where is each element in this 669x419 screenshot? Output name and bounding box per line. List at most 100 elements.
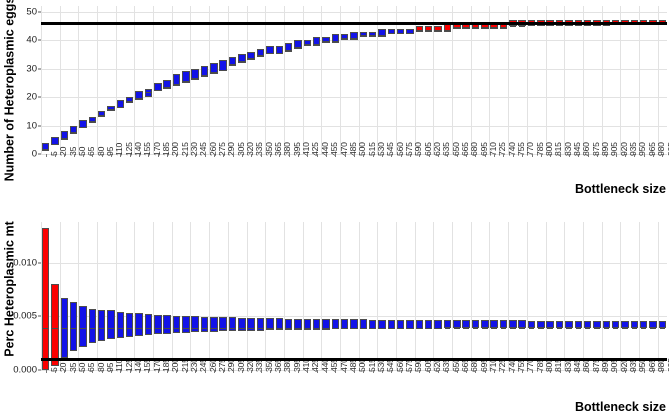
y-tick-label: 0.005	[13, 311, 37, 322]
x-tick-mark	[662, 154, 663, 157]
boxplot-median	[547, 328, 552, 329]
boxplot-median	[211, 328, 216, 329]
x-tick-mark	[195, 370, 196, 373]
x-tick-mark	[158, 370, 159, 373]
boxplot-box	[537, 321, 544, 329]
boxplot-median	[62, 328, 67, 329]
boxplot-box	[416, 26, 423, 32]
x-tick-mark	[55, 154, 56, 157]
x-tick-mark	[401, 154, 402, 157]
x-tick-mark	[634, 154, 635, 157]
x-tick-mark	[167, 370, 168, 373]
boxplot-median	[370, 328, 375, 329]
plot-area-perc: 0.0000.0050.010	[41, 222, 667, 370]
x-tick-mark	[560, 370, 561, 373]
x-tick-mark	[242, 154, 243, 157]
x-tick-mark	[429, 154, 430, 157]
boxplot-box	[276, 318, 283, 330]
boxplot-box	[304, 319, 311, 330]
x-tick-mark	[475, 370, 476, 373]
y-tick-label: 0	[32, 149, 37, 160]
boxplot-box	[425, 320, 432, 329]
x-tick-mark	[111, 154, 112, 157]
x-tick-mark	[214, 154, 215, 157]
boxplot-median	[239, 328, 244, 329]
boxplot-box	[135, 91, 142, 100]
boxplot-box	[406, 320, 413, 329]
boxplot-box	[201, 317, 208, 332]
boxplot-box	[285, 43, 292, 52]
y-tick-label: 0.000	[13, 365, 37, 376]
x-tick-mark	[298, 154, 299, 157]
boxplot-box	[70, 302, 77, 351]
x-tick-mark	[578, 370, 579, 373]
x-tick-mark	[92, 370, 93, 373]
boxplot-median	[323, 328, 328, 329]
x-tick-mark	[475, 154, 476, 157]
boxplot-box	[425, 26, 432, 32]
boxplot-median	[417, 328, 422, 329]
boxplot-box	[584, 321, 591, 328]
x-tick-mark	[83, 154, 84, 157]
boxplot-box	[210, 63, 217, 74]
boxplot-median	[90, 121, 95, 122]
boxplot-median	[585, 328, 590, 329]
boxplot-box	[500, 320, 507, 328]
x-tick-mark	[616, 154, 617, 157]
boxplot-box	[332, 34, 339, 43]
x-tick-mark	[363, 370, 364, 373]
x-tick-mark	[92, 154, 93, 157]
boxplot-median	[445, 328, 450, 329]
x-tick-mark	[326, 154, 327, 157]
boxplot-box	[42, 143, 49, 152]
boxplot-median	[192, 78, 197, 79]
boxplot-median	[146, 92, 151, 93]
boxplot-median	[99, 328, 104, 329]
x-tick-mark	[588, 370, 589, 373]
boxplot-median	[127, 328, 132, 329]
boxplot-median	[445, 30, 450, 31]
x-tick-mark	[503, 154, 504, 157]
x-tick-mark	[148, 154, 149, 157]
boxplot-box	[659, 321, 666, 328]
boxplot-median	[90, 328, 95, 329]
x-tick-mark	[532, 370, 533, 373]
reference-line-perc	[41, 358, 667, 361]
x-tick-mark	[597, 370, 598, 373]
x-tick-mark	[261, 154, 262, 157]
boxplot-box	[145, 314, 152, 335]
x-tick-mark	[55, 370, 56, 373]
boxplot-box	[154, 315, 161, 335]
boxplot-box	[378, 320, 385, 329]
boxplot-box	[304, 40, 311, 46]
boxplot-box	[341, 34, 348, 40]
boxplot-box	[640, 321, 647, 328]
x-tick-mark	[653, 370, 654, 373]
x-tick-mark	[289, 154, 290, 157]
boxplot-median	[192, 328, 197, 329]
boxplot-box	[191, 316, 198, 332]
boxplot-median	[417, 30, 422, 31]
boxplot-median	[286, 50, 291, 51]
y-tick-label: 30	[26, 63, 37, 74]
boxplot-box	[219, 317, 226, 331]
boxplot-box	[117, 100, 124, 109]
x-tick-mark	[195, 154, 196, 157]
boxplot-box	[154, 83, 161, 92]
boxplot-median	[594, 328, 599, 329]
boxplot-median	[482, 328, 487, 329]
boxplot-median	[538, 328, 543, 329]
boxplot-median	[576, 328, 581, 329]
boxplot-box	[163, 80, 170, 89]
x-tick-mark	[64, 154, 65, 157]
x-tick-mark	[494, 370, 495, 373]
boxplot-median	[557, 328, 562, 329]
boxplot-median	[286, 328, 291, 329]
eggs-panel: Number of Heteroplasmic eggs 01020304050…	[0, 0, 669, 205]
boxplot-median	[473, 27, 478, 28]
boxplot-box	[360, 32, 367, 38]
boxplot-median	[379, 35, 384, 36]
boxplot-box	[135, 313, 142, 336]
boxplot-median	[52, 328, 57, 329]
boxplot-median	[108, 109, 113, 110]
